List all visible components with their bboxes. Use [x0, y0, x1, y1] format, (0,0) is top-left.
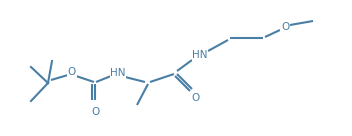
Text: O: O: [91, 107, 99, 117]
Text: HN: HN: [192, 50, 208, 60]
Text: O: O: [281, 22, 289, 32]
Text: O: O: [192, 93, 200, 103]
Text: O: O: [68, 67, 76, 77]
Text: HN: HN: [110, 68, 126, 78]
